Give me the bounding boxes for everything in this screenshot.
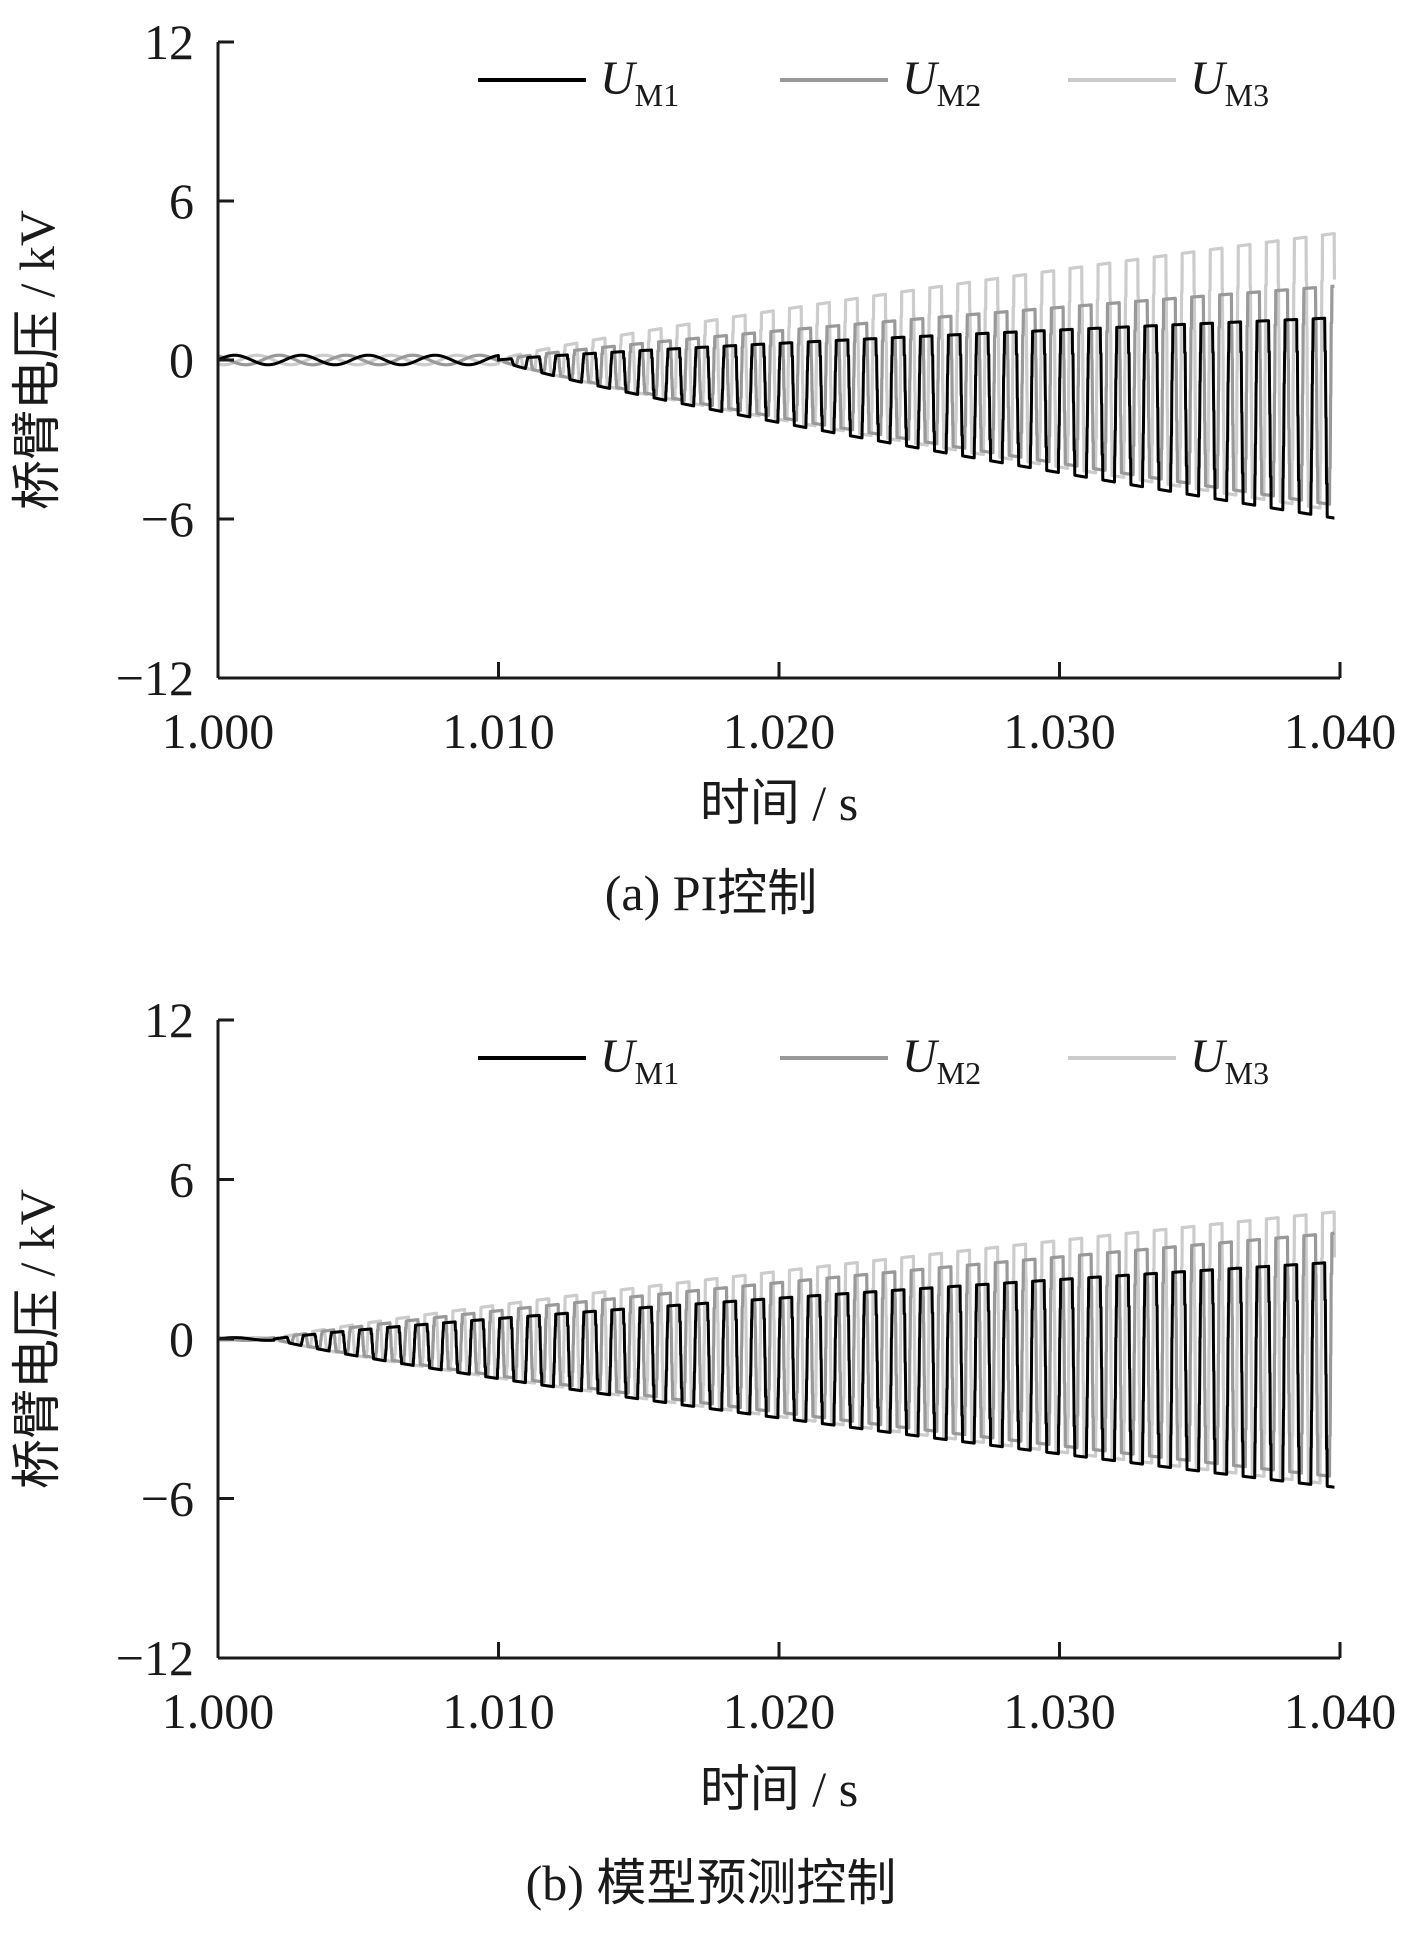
legend-label-name: U bbox=[902, 1030, 940, 1083]
x-tick-label: 1.000 bbox=[162, 1683, 275, 1739]
legend-entry-m3: UM3 bbox=[1068, 1030, 1269, 1091]
legend-label: UM1 bbox=[600, 1030, 679, 1091]
chart-panel-b: 12 6 0 −6 −121.000 1.010 1.020 1.030 1.040 时间 / s… bbox=[9, 992, 1396, 1911]
legend-entry-m3: UM3 bbox=[1068, 52, 1269, 113]
legend-entry-m1: UM1 bbox=[478, 52, 679, 113]
legend-label-sub: M1 bbox=[635, 77, 679, 113]
legend-label: UM2 bbox=[902, 1030, 981, 1091]
x-tick-label: 1.010 bbox=[442, 703, 555, 759]
series-line-m2 bbox=[216, 1231, 1336, 1478]
y-tick-label: −12 bbox=[116, 650, 194, 706]
series-line-m1 bbox=[216, 316, 1336, 520]
series-line-m3 bbox=[216, 232, 1337, 510]
y-axis-title: 桥臂电压 / kV bbox=[9, 1189, 65, 1489]
legend-label-name: U bbox=[600, 1030, 638, 1083]
y-tick-label: 6 bbox=[169, 1152, 194, 1208]
y-tick-label: 12 bbox=[144, 14, 194, 70]
y-tick-label: −6 bbox=[141, 491, 194, 547]
legend-label: UM3 bbox=[1190, 1030, 1269, 1091]
legend-label-name: U bbox=[1190, 1030, 1228, 1083]
legend-label-sub: M2 bbox=[937, 1055, 981, 1091]
x-tick-label: 1.030 bbox=[1003, 703, 1116, 759]
y-tick-label: −12 bbox=[116, 1630, 194, 1686]
x-tick-label: 1.000 bbox=[162, 703, 275, 759]
legend-label-sub: M2 bbox=[937, 77, 981, 113]
legend-label-sub: M3 bbox=[1225, 77, 1269, 113]
legend-label-name: U bbox=[902, 52, 940, 105]
y-tick-label: −6 bbox=[141, 1471, 194, 1527]
y-tick-label: 0 bbox=[169, 332, 194, 388]
legend-entry-m2: UM2 bbox=[780, 1030, 981, 1091]
x-tick-label: 1.040 bbox=[1284, 1683, 1397, 1739]
legend-label-sub: M1 bbox=[635, 1055, 679, 1091]
y-tick-label: 12 bbox=[144, 992, 194, 1048]
legend-entry-m1: UM1 bbox=[478, 1030, 679, 1091]
series-line-m1 bbox=[216, 1261, 1336, 1489]
chart-panel-a: 12 6 0 −6 −121.000 1.010 1.020 1.030 1.040 时间 / s… bbox=[9, 14, 1396, 921]
x-tick-label: 1.030 bbox=[1003, 1683, 1116, 1739]
y-axis-title: 桥臂电压 / kV bbox=[9, 210, 65, 510]
legend-entry-m2: UM2 bbox=[780, 52, 981, 113]
panel-caption: (a) PI控制 bbox=[605, 865, 817, 921]
legend-label-sub: M3 bbox=[1225, 1055, 1269, 1091]
x-tick-label: 1.040 bbox=[1284, 703, 1397, 759]
legend-label-name: U bbox=[1190, 52, 1228, 105]
legend-label: UM3 bbox=[1190, 52, 1269, 113]
y-tick-label: 0 bbox=[169, 1311, 194, 1367]
x-tick-label: 1.020 bbox=[723, 1683, 836, 1739]
legend-label: UM1 bbox=[600, 52, 679, 113]
panel-caption: (b) 模型预测控制 bbox=[526, 1855, 897, 1911]
x-tick-label: 1.010 bbox=[442, 1683, 555, 1739]
x-axis-title: 时间 / s bbox=[700, 775, 858, 831]
series-line-m2 bbox=[216, 284, 1336, 506]
x-axis-title: 时间 / s bbox=[700, 1761, 858, 1817]
legend-label: UM2 bbox=[902, 52, 981, 113]
legend-label-name: U bbox=[600, 52, 638, 105]
y-tick-label: 6 bbox=[169, 173, 194, 229]
x-tick-label: 1.020 bbox=[723, 703, 836, 759]
